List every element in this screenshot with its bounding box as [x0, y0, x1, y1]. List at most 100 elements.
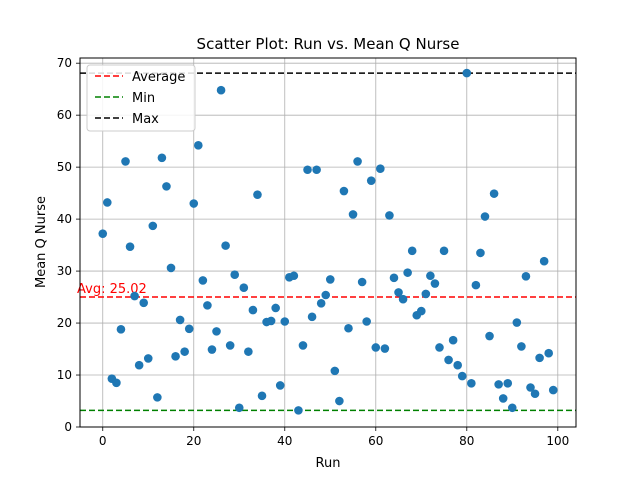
data-point	[143, 354, 153, 363]
data-point	[453, 360, 462, 370]
data-point	[175, 315, 185, 325]
data-point	[489, 189, 499, 198]
data-point	[344, 323, 353, 333]
data-point	[380, 344, 390, 353]
data-point	[121, 157, 130, 166]
data-point	[503, 379, 513, 388]
data-point	[194, 141, 203, 150]
data-point	[203, 301, 212, 310]
data-point	[498, 394, 508, 403]
data-point	[153, 393, 162, 402]
data-point	[162, 182, 171, 191]
plot-frame	[79, 57, 577, 428]
x-tick-label: 0	[99, 434, 107, 448]
data-point	[325, 275, 335, 284]
y-tick-label: 10	[57, 368, 72, 382]
data-point	[389, 273, 399, 283]
data-point	[348, 210, 358, 219]
data-point	[157, 153, 167, 163]
data-point	[526, 383, 535, 392]
data-point	[321, 290, 331, 300]
y-tick-label: 40	[57, 212, 72, 226]
data-point	[148, 221, 158, 231]
data-point	[407, 246, 417, 256]
data-point	[316, 299, 326, 308]
data-point	[517, 342, 526, 351]
data-point	[494, 380, 503, 389]
data-point	[189, 199, 199, 208]
data-point	[471, 280, 481, 290]
data-point	[435, 343, 444, 352]
data-point	[198, 276, 208, 285]
data-point	[362, 317, 371, 326]
data-point	[403, 268, 412, 277]
y-tick-label: 50	[57, 160, 72, 174]
y-tick-label: 70	[57, 56, 72, 70]
data-point	[216, 85, 226, 95]
data-point	[180, 347, 189, 356]
data-point	[130, 291, 139, 301]
data-point	[416, 306, 426, 316]
data-point	[271, 303, 280, 313]
data-point	[448, 335, 458, 345]
y-axis-ticks: 0 10 20 30 40 50 60 70	[57, 56, 80, 434]
data-point	[507, 403, 517, 413]
data-point	[230, 270, 240, 280]
data-point	[357, 277, 367, 287]
data-point	[212, 327, 221, 336]
legend-entry-average: Average	[132, 70, 185, 85]
legend-box	[86, 64, 196, 132]
data-point	[244, 347, 253, 356]
data-point	[239, 283, 249, 293]
data-point	[371, 343, 381, 352]
data-point	[385, 211, 394, 220]
data-point	[98, 229, 108, 238]
data-point	[248, 305, 258, 315]
x-tick-label: 20	[186, 434, 201, 448]
data-point	[275, 381, 285, 390]
data-point	[134, 360, 144, 370]
data-point	[184, 324, 194, 334]
y-tick-label: 20	[57, 316, 72, 330]
data-point	[234, 403, 244, 413]
data-point	[480, 212, 490, 221]
data-point	[421, 289, 431, 299]
grid	[80, 58, 576, 428]
data-point	[103, 198, 112, 207]
x-axis-ticks: 0 20 40 60 80 100	[99, 427, 569, 448]
data-point	[485, 331, 494, 341]
data-point	[539, 256, 549, 266]
data-point	[280, 317, 290, 326]
data-point	[462, 68, 472, 78]
data-point	[398, 294, 408, 304]
x-tick-label: 60	[368, 434, 383, 448]
data-point	[294, 406, 303, 415]
data-point	[430, 279, 440, 288]
data-point	[207, 345, 217, 354]
data-point	[253, 190, 262, 199]
y-axis-label: Mean Q Nurse	[34, 196, 49, 288]
data-point	[303, 165, 312, 175]
data-point	[353, 157, 362, 166]
data-point	[139, 298, 149, 308]
data-point	[289, 271, 299, 281]
data-point	[512, 318, 522, 327]
data-point	[257, 391, 267, 401]
data-point	[426, 271, 435, 281]
y-tick-label: 60	[57, 108, 72, 122]
data-point	[476, 248, 485, 258]
data-point	[521, 271, 531, 281]
x-tick-label: 100	[546, 434, 569, 448]
data-point	[366, 176, 376, 185]
x-tick-label: 80	[459, 434, 474, 448]
data-point	[339, 186, 349, 196]
data-point	[266, 316, 276, 326]
data-point	[444, 355, 453, 365]
data-point	[330, 366, 340, 376]
data-point	[376, 164, 385, 173]
data-point	[307, 312, 317, 322]
data-point	[112, 378, 121, 388]
data-point	[439, 246, 449, 256]
data-point	[457, 371, 467, 381]
